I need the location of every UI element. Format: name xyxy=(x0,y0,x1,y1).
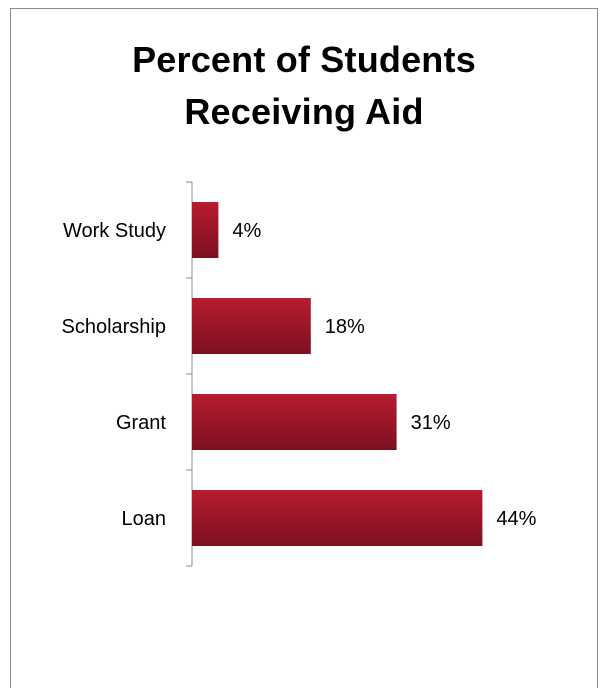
bar-work-study xyxy=(192,202,219,258)
category-label: Work Study xyxy=(63,220,166,242)
chart-title-line-1: Percent of Students xyxy=(132,39,476,80)
category-label: Loan xyxy=(122,508,167,530)
data-label: 31% xyxy=(411,412,451,434)
bar-scholarship xyxy=(192,298,311,354)
data-label: 4% xyxy=(232,220,261,242)
category-label: Scholarship xyxy=(61,316,166,338)
bar-chart-plot: Work Study 4% Scholarship 18% Grant 31% Loan 44… xyxy=(61,181,537,567)
chart-title-line-2: Receiving Aid xyxy=(184,91,424,132)
category-label: Grant xyxy=(116,412,166,434)
data-label: 18% xyxy=(325,316,365,338)
bar-grant xyxy=(192,394,397,450)
chart-title: Percent of Students Receiving Aid xyxy=(10,34,598,138)
bar-loan xyxy=(192,490,483,546)
data-label: 44% xyxy=(496,508,536,530)
